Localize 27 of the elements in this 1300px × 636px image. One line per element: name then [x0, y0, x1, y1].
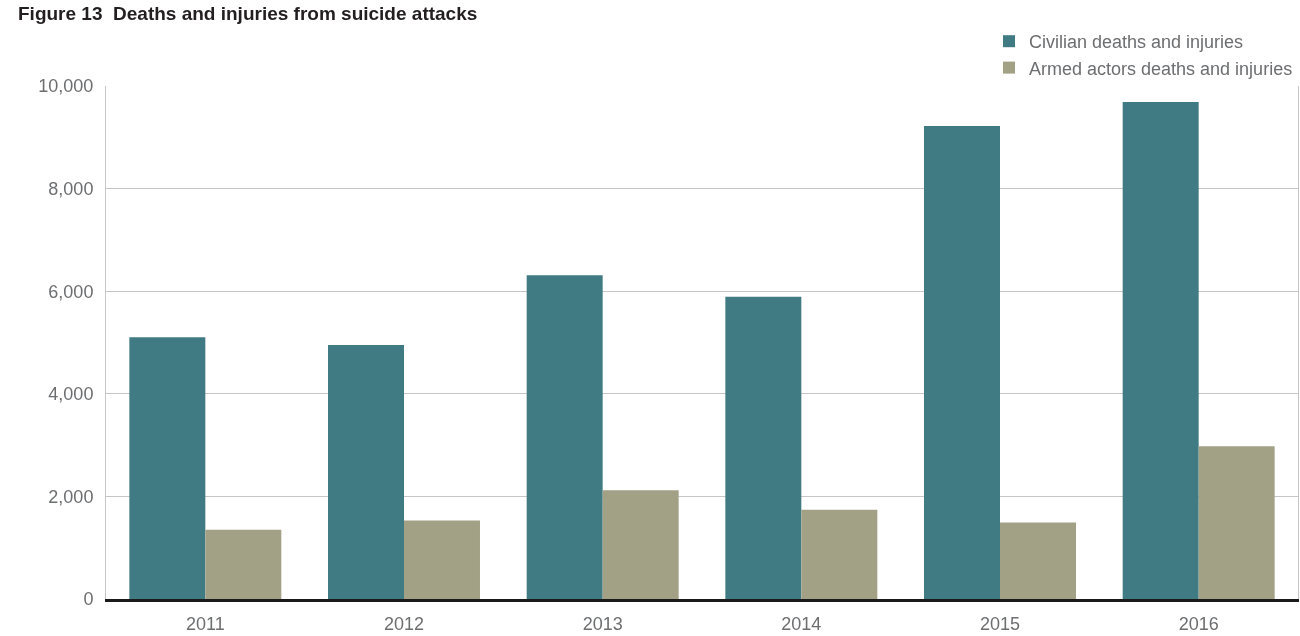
x-tick-label: 2014: [781, 613, 822, 634]
legend-label: Civilian deaths and injuries: [1029, 32, 1244, 53]
bar: [924, 126, 1000, 599]
y-tick-label: 10,000: [38, 76, 94, 97]
y-tick-label: 6,000: [48, 281, 94, 302]
x-tick-label: 2016: [1178, 613, 1219, 634]
bar: [129, 337, 206, 599]
y-tick-label: 2,000: [48, 486, 94, 507]
bar: [1122, 101, 1199, 599]
bar: [1000, 522, 1076, 599]
bar: [602, 490, 679, 599]
y-tick-label: 8,000: [48, 178, 94, 199]
chart-title: Figure 13 Deaths and injuries from suicide attacks: [18, 2, 478, 24]
bar: [328, 345, 404, 599]
legend-label: Armed actors deaths and injuries: [1029, 58, 1293, 79]
bar: [404, 520, 480, 599]
bar: [725, 296, 802, 599]
bar: [526, 275, 603, 599]
x-tick-label: 2012: [383, 613, 425, 634]
x-tick-label: 2013: [582, 613, 623, 634]
y-tick-label: 0: [83, 589, 94, 610]
x-tick-label: 2015: [979, 613, 1021, 634]
y-tick-label: 4,000: [48, 384, 94, 405]
x-tick-label: 2011: [185, 613, 225, 634]
bar: [1198, 446, 1275, 599]
bar: [801, 509, 878, 599]
bar: [205, 529, 282, 599]
